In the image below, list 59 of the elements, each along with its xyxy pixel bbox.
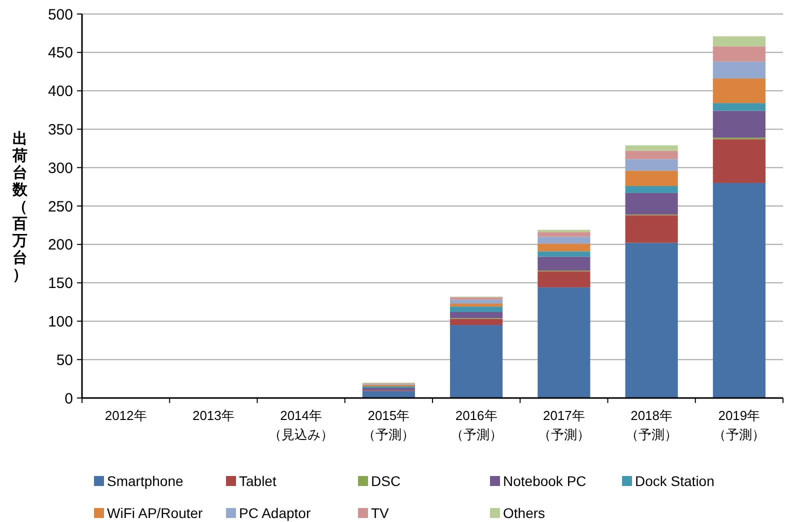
y-tick-label: 200 [48,236,73,254]
bar [712,182,766,398]
y-tick-label: 100 [48,313,73,330]
bar [625,145,678,151]
legend-label: WiFi AP/Router [107,504,204,521]
bar [712,110,766,138]
legend-label: Notebook PC [503,472,586,489]
bar [625,170,678,186]
bar [712,36,766,46]
text: 出荷台数（百万台） [12,130,28,284]
bar [712,78,766,104]
y-tick-label: 350 [48,121,73,138]
bar [625,192,678,214]
y-tick-label: 50 [56,352,73,369]
bar [538,251,590,257]
x-tick-label: 2019年（予測） [713,408,766,442]
bar [538,232,590,237]
x-tick-label: 2014年（見込み） [268,408,334,442]
bar [712,46,766,62]
y-tick-label: 150 [48,275,73,292]
bar [625,186,678,193]
bar [625,159,678,171]
legend-label: Dock Station [635,472,714,489]
x-tick-label: 2017年（予測） [538,408,590,442]
bar [538,287,590,398]
x-tick-label: 2015年（予測） [362,408,415,442]
legend-label: Tablet [239,472,276,489]
x-tick-label: 2016年（予測） [450,408,502,442]
legend-label: DSC [371,472,401,489]
legend-label: PC Adaptor [239,504,311,521]
y-tick-label: 300 [48,160,73,177]
legend-label: Others [503,504,546,521]
bar [450,318,503,326]
bar [538,244,590,252]
bar [538,256,590,271]
bar [625,242,678,398]
x-tick-label: 2012年 [104,408,147,423]
bar [450,312,503,318]
bar [450,300,503,304]
bar [712,62,766,79]
bar [538,271,590,288]
x-tick-label: 2013年 [192,408,234,423]
bar [625,150,678,160]
legend-label: Smartphone [107,472,184,489]
bar [362,391,415,398]
y-tick-label: 250 [48,198,73,216]
x-tick-label: 2018年（予測） [626,408,678,442]
bar [450,306,503,312]
bar [538,236,590,244]
bar [712,103,766,111]
y-tick-label: 500 [48,6,73,24]
bar [625,215,678,243]
bar [450,325,503,398]
y-tick-label: 400 [48,83,73,100]
y-tick-label: 450 [48,44,73,62]
bar [712,139,766,183]
legend-label: TV [371,504,390,521]
y-tick-label: 0 [64,390,73,408]
bar [450,304,503,307]
